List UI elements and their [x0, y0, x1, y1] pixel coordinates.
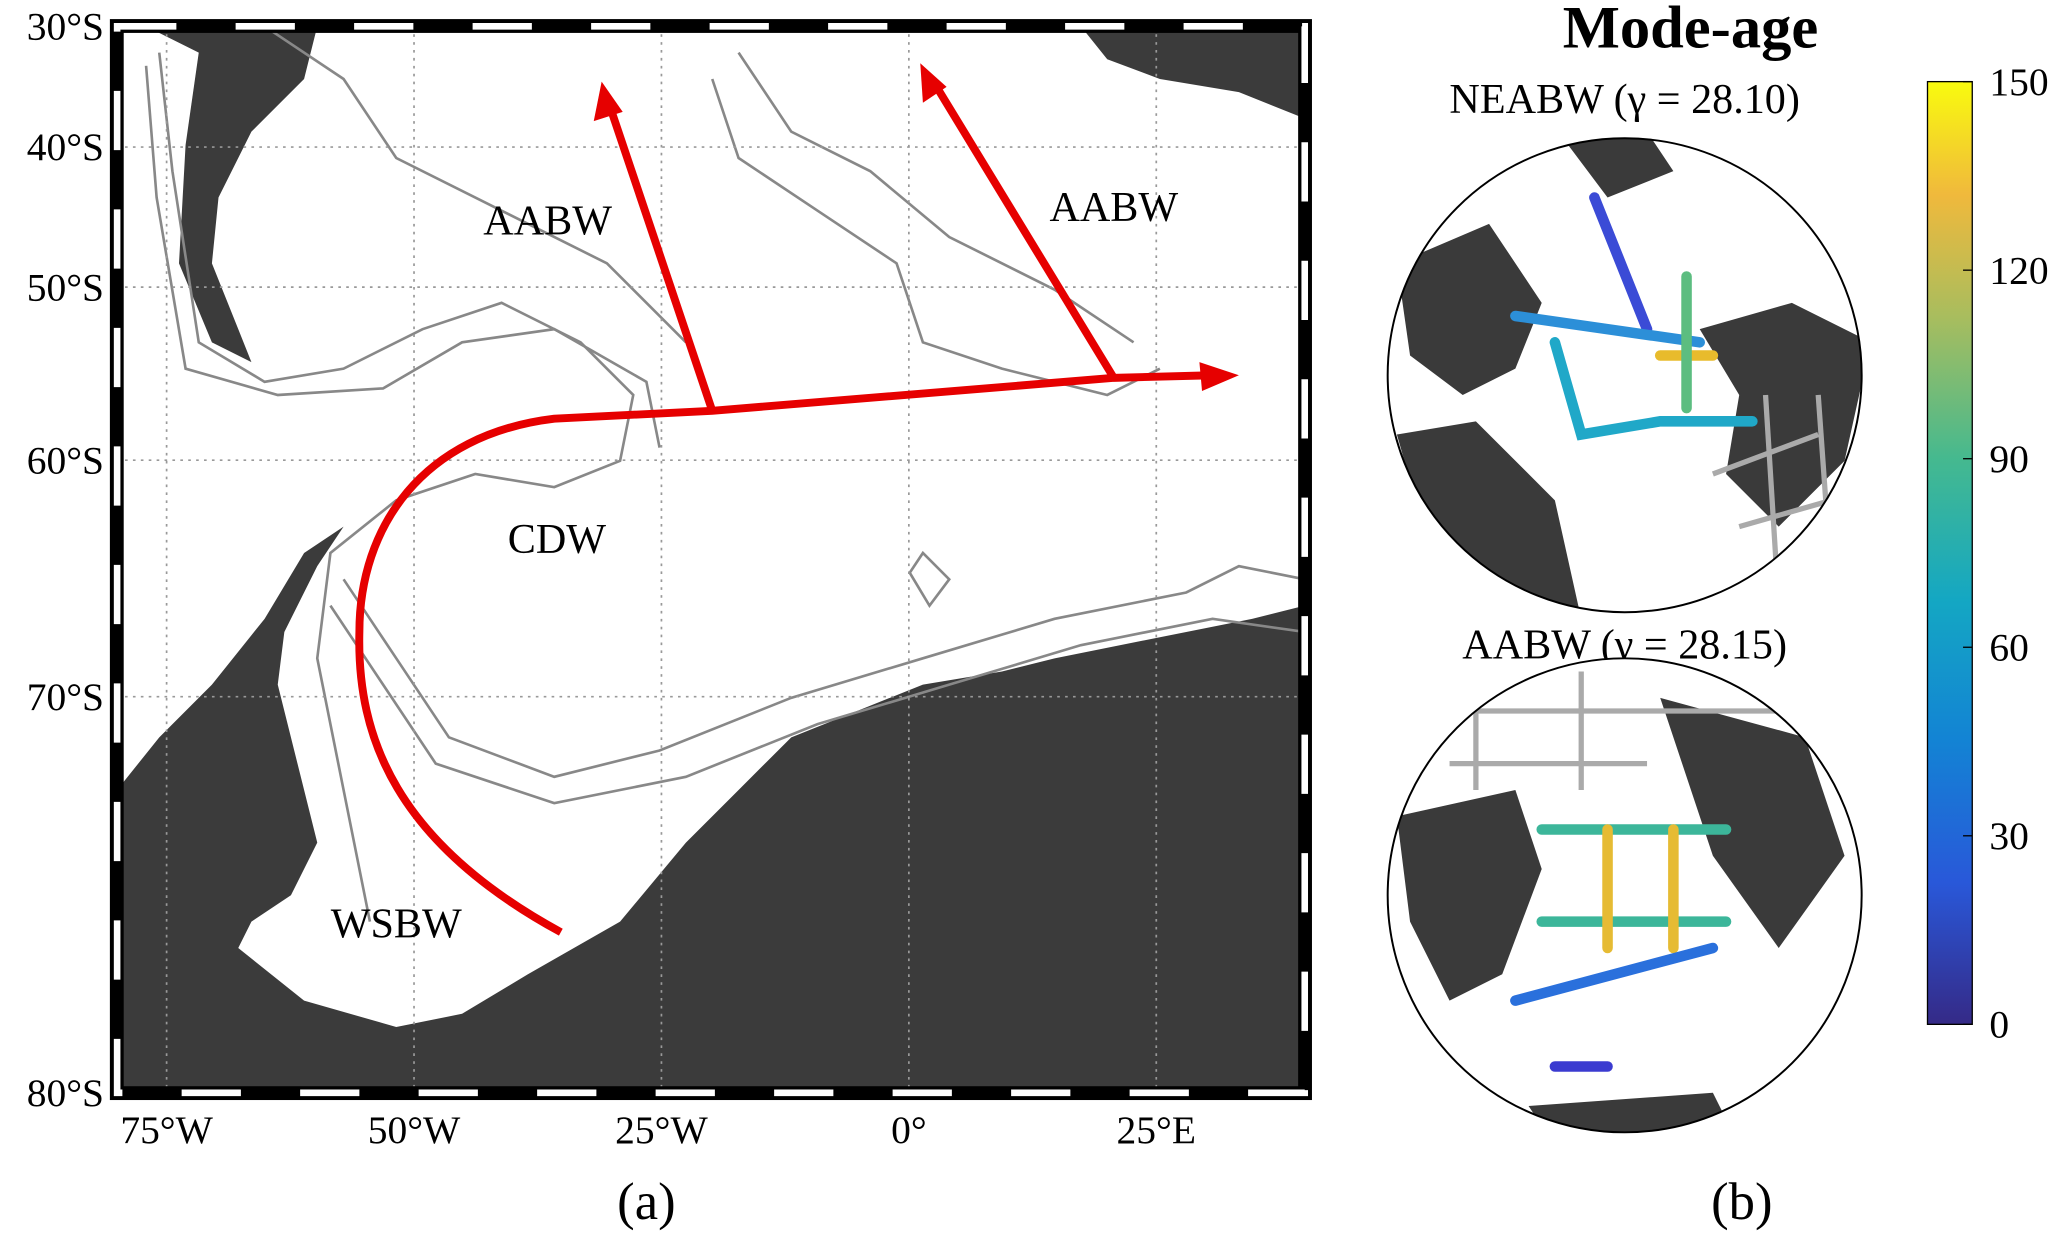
colorbar-tick-label: 90	[1989, 437, 2028, 481]
colorbar	[1926, 80, 1973, 1025]
south-america	[117, 26, 318, 363]
map-frame-dashes	[113, 23, 1309, 1097]
y-tick-label: 80°S	[27, 1071, 104, 1115]
colorbar-tick-label: 150	[1989, 60, 2048, 104]
graticule	[117, 26, 1305, 1093]
annotation: CDW	[508, 516, 607, 563]
y-tick-label: 60°S	[27, 438, 104, 482]
colorbar-tick-label: 0	[1989, 1003, 2009, 1047]
arrow-heads	[593, 63, 1239, 392]
flow-arrows	[355, 79, 1213, 936]
panel-title: Mode-age	[1563, 0, 1819, 61]
colorbar-tick-label: 30	[1989, 814, 2028, 858]
x-tick-label: 50°W	[368, 1108, 461, 1152]
annotation: WSBW	[331, 900, 462, 947]
globe-subtitle: NEABW (γ = 28.10)	[1449, 76, 1799, 123]
antarctica	[117, 526, 1305, 1093]
contours	[144, 26, 1305, 922]
caption: (b)	[1711, 1173, 1772, 1231]
caption: (a)	[617, 1173, 675, 1231]
globe-neabw	[1387, 138, 1862, 613]
africa	[1080, 26, 1305, 119]
x-tick-label: 25°E	[1117, 1108, 1196, 1152]
globe-outline	[1386, 657, 1863, 1134]
y-tick-label: 30°S	[27, 4, 104, 48]
map-outline	[109, 19, 1312, 1101]
x-tick-label: 75°W	[120, 1108, 213, 1152]
globe-outline	[1386, 137, 1863, 614]
colorbar-ticks: 0 30 60 90 120 150	[1963, 60, 2049, 1047]
globe-aabw	[1387, 658, 1862, 1133]
y-tick-label: 70°S	[27, 675, 104, 719]
y-tick-label: 40°S	[27, 125, 104, 169]
map-body	[117, 26, 1305, 1093]
x-tick-label: 25°W	[615, 1108, 708, 1152]
y-tick-label: 50°S	[27, 265, 104, 309]
annotation: AABW	[483, 197, 612, 244]
x-tick-label: 0°	[891, 1108, 927, 1152]
colorbar-tick-label: 120	[1989, 248, 2048, 292]
annotation: AABW	[1049, 184, 1178, 231]
colorbar-tick-label: 60	[1989, 625, 2028, 669]
